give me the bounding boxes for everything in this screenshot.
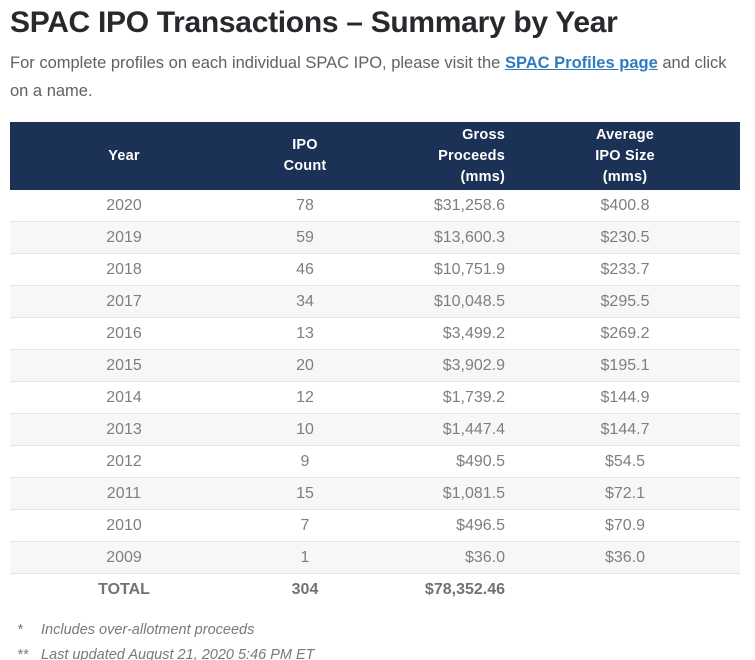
table-body: 2020 78 $31,258.6 $400.8 2019 59 $13,600.3 $230… — [10, 190, 740, 574]
cell-gross-proceeds: $31,258.6 — [372, 190, 557, 222]
table-header: Year IPO Count Gross Proceeds (mms) Aver… — [10, 122, 740, 190]
footnote-marker: * — [17, 622, 23, 638]
column-header-ipo-count: IPO Count — [238, 122, 372, 190]
cell-year: 2020 — [10, 190, 238, 222]
cell-avg-ipo-size: $230.5 — [557, 221, 740, 254]
total-gross-proceeds: $78,352.46 — [372, 573, 557, 605]
table-row: 2012 9 $490.5 $54.5 — [10, 445, 740, 478]
cell-avg-ipo-size: $233.7 — [557, 253, 740, 286]
cell-year: 2014 — [10, 381, 238, 414]
footnote-last-updated: ** Last updated August 21, 2020 5:46 PM … — [17, 643, 740, 660]
cell-gross-proceeds: $36.0 — [372, 541, 557, 574]
table-row: 2010 7 $496.5 $70.9 — [10, 509, 740, 542]
cell-ipo-count: 13 — [238, 317, 372, 350]
table-row: 2011 15 $1,081.5 $72.1 — [10, 477, 740, 510]
total-row: TOTAL 304 $78,352.46 — [10, 573, 740, 605]
table-row: 2015 20 $3,902.9 $195.1 — [10, 349, 740, 382]
intro-prefix: For complete profiles on each individual… — [10, 54, 505, 72]
cell-gross-proceeds: $10,751.9 — [372, 253, 557, 286]
table-row: 2020 78 $31,258.6 $400.8 — [10, 190, 740, 222]
cell-ipo-count: 15 — [238, 477, 372, 510]
column-header-avg-ipo-size: Average IPO Size (mms) — [557, 122, 740, 190]
footnote-text: Includes over-allotment proceeds — [41, 622, 255, 638]
header-row: Year IPO Count Gross Proceeds (mms) Aver… — [10, 122, 740, 190]
column-header-gross-proceeds: Gross Proceeds (mms) — [372, 122, 557, 190]
cell-gross-proceeds: $1,081.5 — [372, 477, 557, 510]
cell-gross-proceeds: $490.5 — [372, 445, 557, 478]
table-row: 2019 59 $13,600.3 $230.5 — [10, 221, 740, 254]
table-row: 2017 34 $10,048.5 $295.5 — [10, 285, 740, 318]
cell-avg-ipo-size: $400.8 — [557, 190, 740, 222]
column-header-year: Year — [10, 122, 238, 190]
cell-ipo-count: 12 — [238, 381, 372, 414]
cell-ipo-count: 9 — [238, 445, 372, 478]
intro-suffix: and click on a name. — [10, 54, 727, 100]
cell-gross-proceeds: $3,902.9 — [372, 349, 557, 382]
cell-year: 2016 — [10, 317, 238, 350]
footnote-marker: ** — [17, 647, 29, 660]
cell-year: 2015 — [10, 349, 238, 382]
cell-avg-ipo-size: $54.5 — [557, 445, 740, 478]
cell-avg-ipo-size: $72.1 — [557, 477, 740, 510]
cell-avg-ipo-size: $295.5 — [557, 285, 740, 318]
cell-avg-ipo-size: $144.9 — [557, 381, 740, 414]
cell-ipo-count: 20 — [238, 349, 372, 382]
cell-gross-proceeds: $3,499.2 — [372, 317, 557, 350]
cell-ipo-count: 10 — [238, 413, 372, 446]
footnotes: * Includes over-allotment proceeds ** La… — [10, 618, 740, 660]
table-row: 2014 12 $1,739.2 $144.9 — [10, 381, 740, 414]
cell-avg-ipo-size: $36.0 — [557, 541, 740, 574]
cell-gross-proceeds: $1,739.2 — [372, 381, 557, 414]
intro-text: For complete profiles on each individual… — [10, 49, 740, 105]
cell-avg-ipo-size: $70.9 — [557, 509, 740, 542]
page-title: SPAC IPO Transactions – Summary by Year — [10, 6, 618, 39]
cell-ipo-count: 1 — [238, 541, 372, 574]
cell-ipo-count: 59 — [238, 221, 372, 254]
total-avg-ipo-size — [557, 573, 740, 605]
cell-avg-ipo-size: $195.1 — [557, 349, 740, 382]
table-total: TOTAL 304 $78,352.46 — [10, 573, 740, 605]
cell-ipo-count: 78 — [238, 190, 372, 222]
cell-year: 2011 — [10, 477, 238, 510]
footnote-over-allotment: * Includes over-allotment proceeds — [17, 618, 740, 643]
table-row: 2016 13 $3,499.2 $269.2 — [10, 317, 740, 350]
cell-year: 2013 — [10, 413, 238, 446]
cell-ipo-count: 46 — [238, 253, 372, 286]
table-row: 2018 46 $10,751.9 $233.7 — [10, 253, 740, 286]
footnote-text: Last updated August 21, 2020 5:46 PM ET — [41, 647, 315, 660]
cell-ipo-count: 34 — [238, 285, 372, 318]
cell-year: 2018 — [10, 253, 238, 286]
cell-gross-proceeds: $13,600.3 — [372, 221, 557, 254]
total-ipo-count: 304 — [238, 573, 372, 605]
table-row: 2009 1 $36.0 $36.0 — [10, 541, 740, 574]
table-row: 2013 10 $1,447.4 $144.7 — [10, 413, 740, 446]
cell-gross-proceeds: $496.5 — [372, 509, 557, 542]
cell-year: 2010 — [10, 509, 238, 542]
cell-year: 2017 — [10, 285, 238, 318]
cell-gross-proceeds: $10,048.5 — [372, 285, 557, 318]
cell-avg-ipo-size: $269.2 — [557, 317, 740, 350]
cell-ipo-count: 7 — [238, 509, 372, 542]
cell-year: 2012 — [10, 445, 238, 478]
spac-profiles-link[interactable]: SPAC Profiles page — [504, 54, 658, 72]
cell-year: 2009 — [10, 541, 238, 574]
cell-avg-ipo-size: $144.7 — [557, 413, 740, 446]
total-label: TOTAL — [10, 573, 238, 605]
cell-year: 2019 — [10, 221, 238, 254]
spac-summary-table: Year IPO Count Gross Proceeds (mms) Aver… — [10, 122, 740, 605]
cell-gross-proceeds: $1,447.4 — [372, 413, 557, 446]
